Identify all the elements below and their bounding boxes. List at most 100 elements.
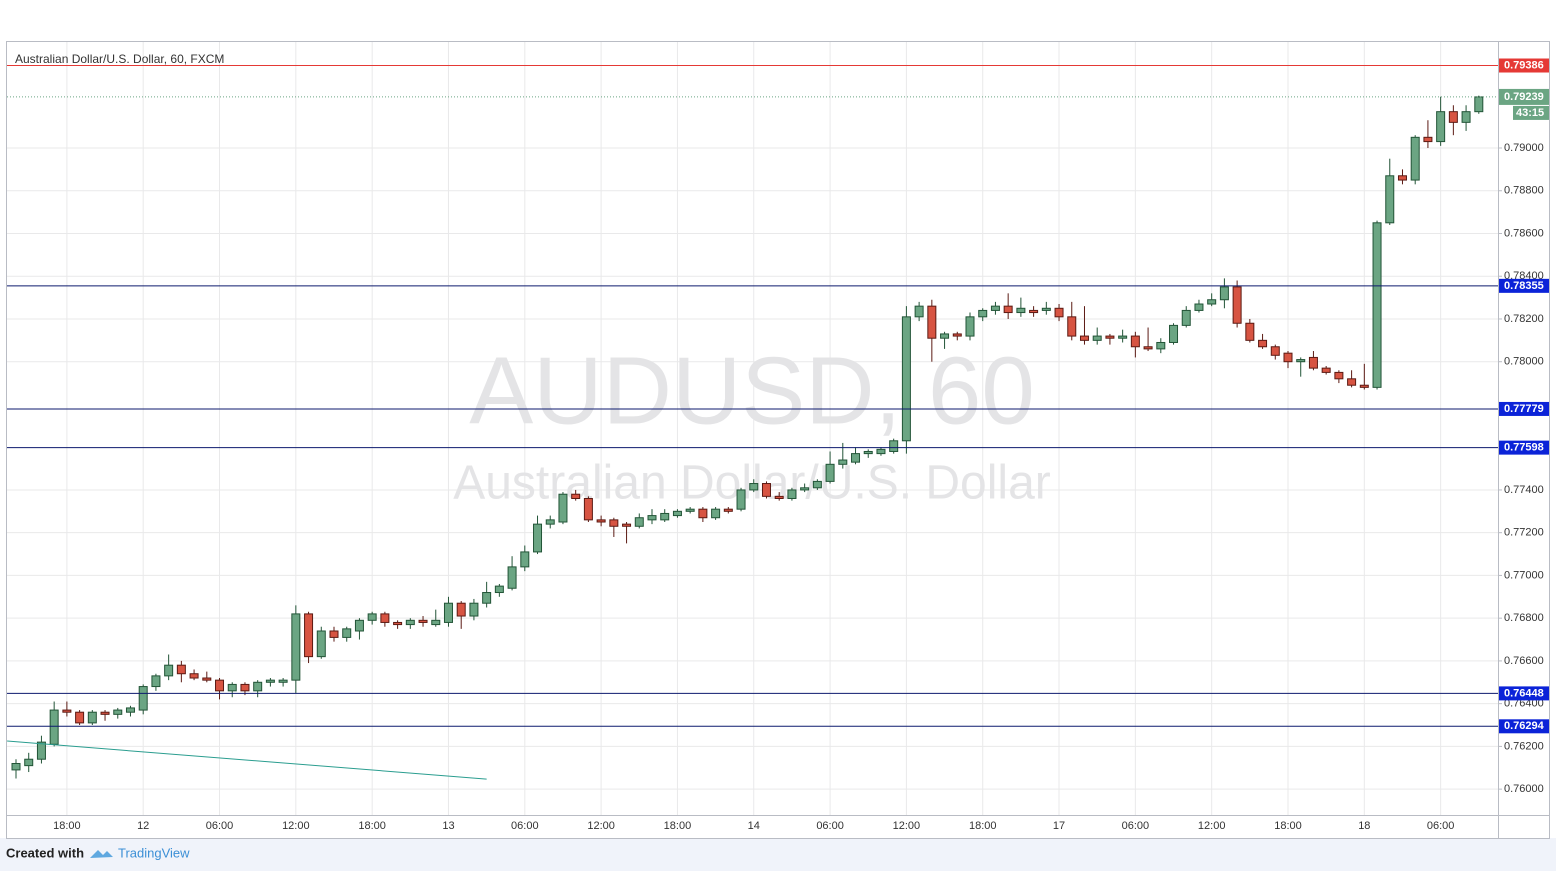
candle-body xyxy=(443,602,453,623)
candle-body xyxy=(545,519,555,525)
y-tick-label: 0.76800 xyxy=(1504,612,1544,624)
candle-body xyxy=(1372,222,1382,388)
y-tick-label: 0.78000 xyxy=(1504,356,1544,368)
candle-body xyxy=(990,305,1000,311)
brand-logo xyxy=(90,850,113,858)
candle-body xyxy=(227,683,237,692)
plot xyxy=(7,65,1498,780)
level-label: 0.78355 xyxy=(1504,280,1544,292)
y-tick-label: 0.78600 xyxy=(1504,227,1544,239)
footer-text: Created with xyxy=(6,845,84,860)
candle-body xyxy=(533,523,543,553)
level-label: 0.76294 xyxy=(1504,720,1545,732)
candle-body xyxy=(1258,339,1268,348)
candle-body xyxy=(1448,111,1458,123)
candle-body xyxy=(952,333,962,337)
candle-body xyxy=(1207,299,1217,305)
candle-body xyxy=(927,305,937,339)
level-label: 0.77779 xyxy=(1504,403,1544,415)
x-tick-label: 12:00 xyxy=(282,820,310,832)
chart-border xyxy=(6,41,1550,839)
candle-body xyxy=(1016,307,1026,314)
candle-body xyxy=(164,664,174,677)
x-tick-label: 18:00 xyxy=(969,820,997,832)
y-tick-label: 0.78200 xyxy=(1504,313,1544,325)
candle-body xyxy=(1181,309,1191,326)
x-tick-label: 18:00 xyxy=(358,820,386,832)
x-tick-label: 06:00 xyxy=(816,820,844,832)
candle-body xyxy=(660,512,670,521)
y-tick-label: 0.78800 xyxy=(1504,185,1544,197)
candle-body xyxy=(571,493,581,499)
candle-body xyxy=(647,515,657,521)
candle-body xyxy=(685,508,695,512)
candle-body xyxy=(609,519,619,527)
candle-body xyxy=(761,483,771,497)
candle-body xyxy=(1410,136,1420,181)
candle-body xyxy=(215,679,225,692)
candle-body xyxy=(367,613,377,621)
x-tick-label: 18:00 xyxy=(1274,820,1302,832)
level-box xyxy=(1499,686,1549,701)
candle-body xyxy=(100,711,110,715)
candle-body xyxy=(965,316,975,337)
candle-body xyxy=(1041,307,1051,311)
candle-body xyxy=(940,333,950,339)
candle-body xyxy=(316,630,326,658)
x-tick-label: 12 xyxy=(137,820,149,832)
candle-body xyxy=(329,630,339,638)
level-label: 0.76448 xyxy=(1504,687,1544,699)
candle-body xyxy=(774,495,784,499)
y-tick-label: 0.76200 xyxy=(1504,740,1544,752)
candle-body xyxy=(418,619,428,623)
candle-body xyxy=(49,709,59,745)
candle-body xyxy=(558,493,568,523)
candle-body xyxy=(863,450,873,455)
candle-body xyxy=(1461,111,1471,123)
y-tick-label: 0.79000 xyxy=(1504,142,1544,154)
candle-body xyxy=(151,675,161,688)
candle-body xyxy=(723,508,733,512)
candle-body xyxy=(1079,335,1089,341)
candle-body xyxy=(889,440,899,452)
candle-body xyxy=(1270,346,1280,356)
candle-body xyxy=(431,619,441,626)
axes: 0.76000 0.76200 0.76400 0.76600 0.76800 0.770… xyxy=(53,58,1549,832)
candle-body xyxy=(507,566,517,589)
candle-body xyxy=(622,523,632,527)
candle-body xyxy=(113,709,123,715)
candle-body xyxy=(11,762,21,771)
level-box xyxy=(1499,440,1549,455)
level-box xyxy=(1499,719,1549,734)
candle-body xyxy=(1334,371,1344,380)
candle-body xyxy=(265,679,275,683)
candle-body xyxy=(596,519,606,523)
candle-body xyxy=(812,480,822,489)
candle-body xyxy=(698,508,708,519)
x-tick-label: 18 xyxy=(1358,820,1370,832)
candle-body xyxy=(482,592,492,604)
x-tick-label: 12:00 xyxy=(893,820,921,832)
candle-body xyxy=(672,510,682,517)
level-label: 0.79386 xyxy=(1504,59,1544,71)
candle-body xyxy=(978,309,988,318)
candle-body xyxy=(87,711,97,724)
candle-body xyxy=(1232,286,1242,324)
x-tick-label: 12:00 xyxy=(587,820,615,832)
candle-body xyxy=(851,453,861,463)
candle-body xyxy=(240,683,250,692)
candle-body xyxy=(1003,305,1013,314)
last-price-label: 0.79239 xyxy=(1504,91,1544,103)
candle-body xyxy=(1423,136,1433,143)
candle-body xyxy=(1385,175,1395,224)
candle-body xyxy=(634,517,644,527)
candle-body xyxy=(1130,335,1140,348)
candle-body xyxy=(24,758,34,767)
candle-body xyxy=(253,681,263,692)
candle-body xyxy=(825,463,835,482)
x-tick-label: 12:00 xyxy=(1198,820,1226,832)
candle-body xyxy=(62,709,72,713)
y-tick-label: 0.77200 xyxy=(1504,527,1544,539)
footer-brand[interactable]: TradingView xyxy=(118,845,190,860)
y-tick-label: 0.77000 xyxy=(1504,569,1544,581)
